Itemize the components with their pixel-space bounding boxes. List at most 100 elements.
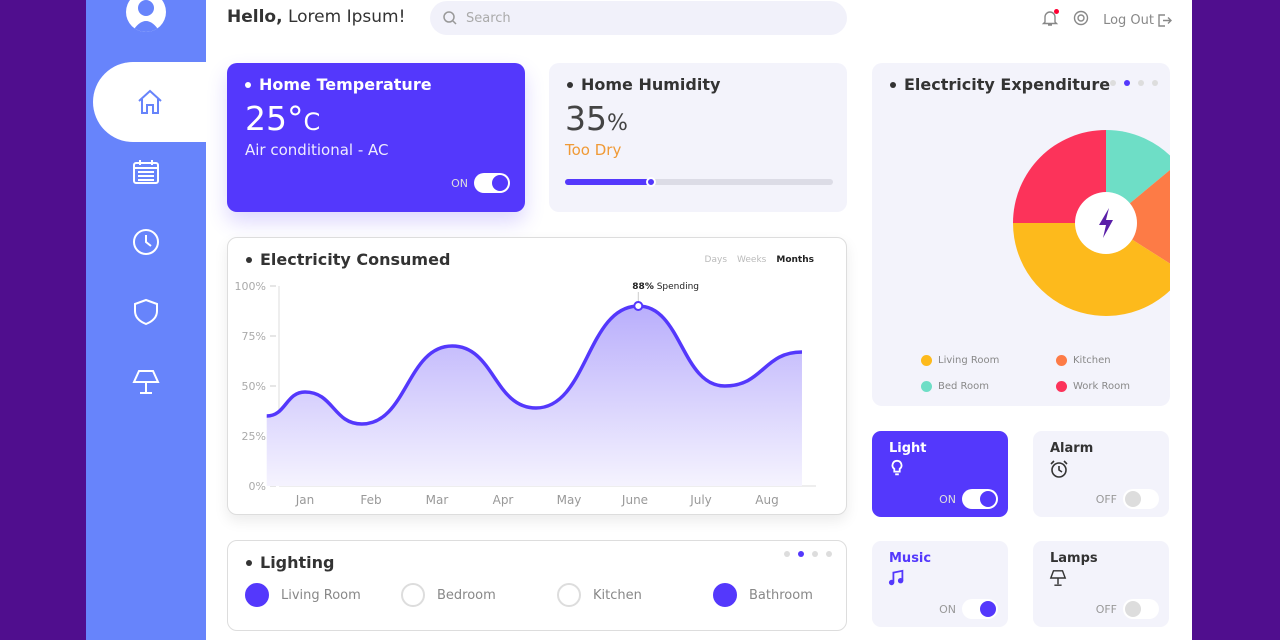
x-tick-label: July bbox=[689, 493, 712, 507]
device-name: Music bbox=[889, 551, 932, 566]
room-radio[interactable] bbox=[245, 583, 269, 607]
humidity-status: Too Dry bbox=[565, 141, 622, 159]
range-tab-weeks[interactable]: Weeks bbox=[737, 255, 767, 265]
legend-swatch bbox=[921, 381, 932, 392]
room-radio[interactable] bbox=[557, 583, 581, 607]
calendar-icon bbox=[133, 160, 159, 184]
humidity-title: Home Humidity bbox=[567, 75, 720, 94]
device-toggle[interactable] bbox=[962, 599, 998, 619]
device-card-lamps: Lamps OFF bbox=[1033, 541, 1169, 627]
y-tick-label: 0% bbox=[249, 480, 266, 493]
ac-toggle[interactable] bbox=[474, 173, 510, 193]
page-dot[interactable] bbox=[798, 551, 804, 557]
page-dot[interactable] bbox=[812, 551, 818, 557]
toggle-label: ON bbox=[451, 176, 468, 190]
sidebar-item-home[interactable] bbox=[93, 62, 206, 142]
dashboard: Hello, Lorem Ipsum! Search Log Out Home … bbox=[86, 0, 1192, 640]
x-tick-label: Feb bbox=[360, 493, 381, 507]
lighting-card: Lighting Living Room Bedroom Kitchen Bathro… bbox=[227, 540, 847, 631]
expenditure-title: Electricity Expenditure bbox=[890, 75, 1110, 94]
x-tick-label: May bbox=[557, 493, 582, 507]
device-state: ON bbox=[939, 602, 956, 616]
pie-slice-work-room[interactable] bbox=[1013, 130, 1106, 223]
sidebar-item-security[interactable] bbox=[86, 282, 206, 342]
lighting-title: Lighting bbox=[246, 553, 335, 572]
greeting-name: Lorem Ipsum! bbox=[287, 7, 406, 27]
device-card-alarm: Alarm OFF bbox=[1033, 431, 1169, 517]
device-state: ON bbox=[939, 492, 956, 506]
legend-swatch bbox=[1056, 355, 1067, 366]
sidebar-item-calendar[interactable] bbox=[86, 142, 206, 202]
device-toggle[interactable] bbox=[1123, 489, 1159, 509]
consumption-line bbox=[266, 304, 803, 426]
x-tick-label: Jan bbox=[295, 493, 315, 507]
x-tick-label: Mar bbox=[426, 493, 449, 507]
electricity-consumed-card: Electricity Consumed Days Weeks Months 0% 2… bbox=[227, 237, 847, 515]
room-light-bedroom[interactable]: Bedroom bbox=[401, 583, 496, 607]
room-light-living-room[interactable]: Living Room bbox=[245, 583, 361, 607]
legend-item: Kitchen bbox=[1056, 355, 1111, 366]
room-light-bathroom[interactable]: Bathroom bbox=[713, 583, 813, 607]
page-dot[interactable] bbox=[1110, 80, 1116, 86]
pie-slice-living-room[interactable] bbox=[1013, 223, 1170, 316]
device-toggle[interactable] bbox=[1123, 599, 1159, 619]
page-dot[interactable] bbox=[1152, 80, 1158, 86]
range-tab-days[interactable]: Days bbox=[704, 255, 728, 265]
greeting: Hello, Lorem Ipsum! bbox=[227, 7, 405, 27]
range-tab-months[interactable]: Months bbox=[776, 255, 814, 265]
room-radio[interactable] bbox=[713, 583, 737, 607]
device-card-light: Light ON bbox=[872, 431, 1008, 517]
legend-item: Bed Room bbox=[921, 381, 989, 392]
electricity-expenditure-card: Electricity Expenditure Living Room Kitch… bbox=[872, 63, 1170, 406]
home-icon bbox=[137, 89, 162, 114]
humidity-slider[interactable] bbox=[565, 177, 833, 187]
lightning-icon bbox=[1099, 208, 1113, 238]
logout-icon bbox=[1158, 13, 1172, 27]
search-placeholder: Search bbox=[466, 10, 511, 26]
device-name: Light bbox=[889, 441, 927, 456]
room-radio[interactable] bbox=[401, 583, 425, 607]
consumed-title: Electricity Consumed bbox=[246, 250, 450, 269]
page-dot[interactable] bbox=[1124, 80, 1130, 86]
legend-label: Work Room bbox=[1073, 381, 1130, 392]
clock-icon bbox=[133, 229, 159, 255]
notification-bell-icon[interactable] bbox=[1041, 9, 1060, 31]
sidebar-item-clock[interactable] bbox=[86, 212, 206, 272]
legend-swatch bbox=[921, 355, 932, 366]
legend-label: Bed Room bbox=[938, 381, 990, 392]
logout-button[interactable]: Log Out bbox=[1103, 13, 1172, 28]
header: Hello, Lorem Ipsum! Search Log Out bbox=[227, 0, 1192, 36]
avatar[interactable] bbox=[126, 0, 166, 32]
humidity-card: Home Humidity 35% Too Dry bbox=[549, 63, 847, 212]
x-tick-label: Apr bbox=[493, 493, 514, 507]
x-tick-label: June bbox=[621, 493, 648, 507]
legend-label: Kitchen bbox=[1073, 355, 1111, 366]
pie-slice-kitchen[interactable] bbox=[1106, 164, 1170, 273]
temperature-value: 25°C bbox=[245, 99, 321, 138]
settings-gear-icon[interactable] bbox=[1073, 10, 1089, 30]
temperature-device: Air conditional - AC bbox=[245, 141, 389, 159]
device-toggle[interactable] bbox=[962, 489, 998, 509]
area-chart: 0% 25% 50% 75% 100% Jan Feb Mar Apr May June July Au… bbox=[235, 280, 816, 507]
shield-icon bbox=[134, 298, 158, 326]
peak-marker[interactable] bbox=[633, 301, 644, 311]
sidebar bbox=[86, 0, 206, 640]
page-dot[interactable] bbox=[826, 551, 832, 557]
search-input[interactable]: Search bbox=[430, 1, 847, 35]
greeting-bold: Hello, bbox=[227, 7, 283, 27]
alarm-clock-icon bbox=[1049, 459, 1069, 479]
bulb-icon bbox=[888, 459, 908, 479]
page-dot[interactable] bbox=[1138, 80, 1144, 86]
legend-item: Work Room bbox=[1056, 381, 1130, 392]
lamp-icon bbox=[132, 370, 160, 394]
logout-label: Log Out bbox=[1103, 12, 1154, 28]
device-state: OFF bbox=[1095, 492, 1117, 506]
sidebar-item-lamp[interactable] bbox=[86, 352, 206, 412]
y-tick-label: 50% bbox=[242, 380, 266, 393]
temperature-card: Home Temperature 25°C Air conditional - … bbox=[227, 63, 525, 212]
room-label: Living Room bbox=[281, 587, 361, 603]
device-state: OFF bbox=[1095, 602, 1117, 616]
search-icon bbox=[443, 11, 457, 25]
room-light-kitchen[interactable]: Kitchen bbox=[557, 583, 642, 607]
page-dot[interactable] bbox=[784, 551, 790, 557]
